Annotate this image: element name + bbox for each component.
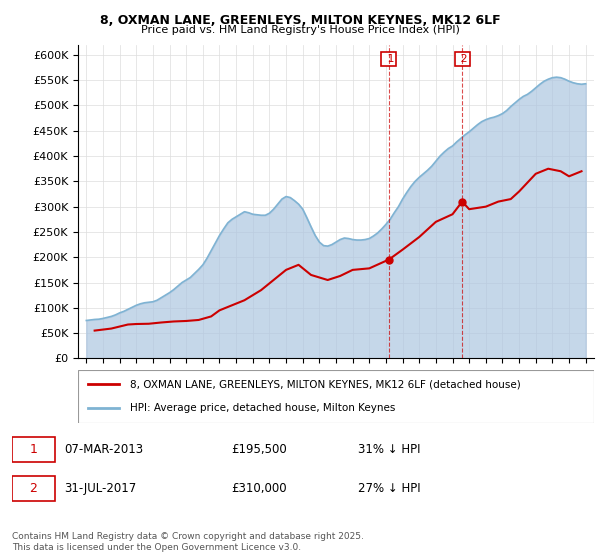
Text: 8, OXMAN LANE, GREENLEYS, MILTON KEYNES, MK12 6LF (detached house): 8, OXMAN LANE, GREENLEYS, MILTON KEYNES,… <box>130 380 520 390</box>
FancyBboxPatch shape <box>12 437 55 462</box>
Text: 07-MAR-2013: 07-MAR-2013 <box>64 443 143 456</box>
FancyBboxPatch shape <box>78 370 594 423</box>
Text: 8, OXMAN LANE, GREENLEYS, MILTON KEYNES, MK12 6LF: 8, OXMAN LANE, GREENLEYS, MILTON KEYNES,… <box>100 14 500 27</box>
Text: Price paid vs. HM Land Registry's House Price Index (HPI): Price paid vs. HM Land Registry's House … <box>140 25 460 35</box>
Text: 27% ↓ HPI: 27% ↓ HPI <box>358 482 420 495</box>
Text: 31-JUL-2017: 31-JUL-2017 <box>64 482 136 495</box>
Text: £310,000: £310,000 <box>231 482 287 495</box>
Text: HPI: Average price, detached house, Milton Keynes: HPI: Average price, detached house, Milt… <box>130 403 395 413</box>
Text: 31% ↓ HPI: 31% ↓ HPI <box>358 443 420 456</box>
Text: Contains HM Land Registry data © Crown copyright and database right 2025.
This d: Contains HM Land Registry data © Crown c… <box>12 532 364 552</box>
Text: £195,500: £195,500 <box>231 443 287 456</box>
Text: 2: 2 <box>29 482 37 495</box>
Text: 2: 2 <box>457 54 467 64</box>
Text: 1: 1 <box>383 54 394 64</box>
FancyBboxPatch shape <box>12 476 55 501</box>
Text: 1: 1 <box>29 443 37 456</box>
